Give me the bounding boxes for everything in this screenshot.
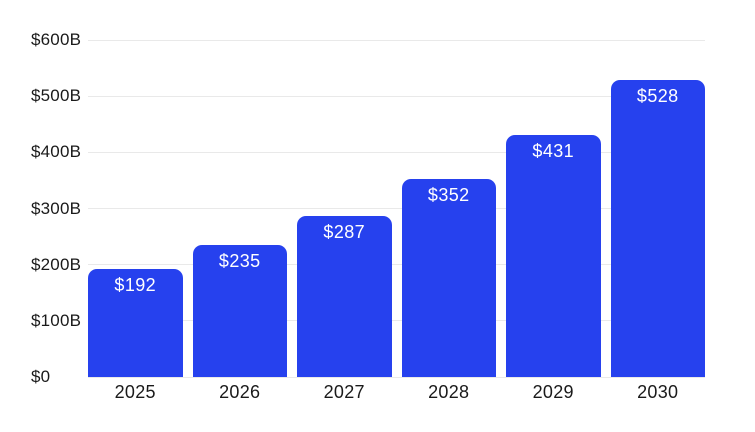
y-tick-label: $300B xyxy=(31,198,82,218)
y-tick-label: $400B xyxy=(31,142,82,162)
gridline xyxy=(88,151,705,153)
bar-2029: $431 xyxy=(506,134,601,377)
bar-2025: $192 xyxy=(88,269,183,377)
gridline xyxy=(88,320,705,322)
bar-value-label: $431 xyxy=(532,140,575,161)
x-tick-label: 2026 xyxy=(219,382,261,402)
x-tick-label: 2027 xyxy=(323,382,365,402)
gridline xyxy=(88,264,705,266)
bar-2030: $528 xyxy=(610,80,705,377)
bar-2026: $235 xyxy=(192,245,287,377)
gridline xyxy=(88,208,705,209)
x-tick-label: 2025 xyxy=(114,382,156,402)
bar-value-label: $235 xyxy=(218,251,261,271)
x-tick-label: 2028 xyxy=(428,382,470,402)
y-tick-label: $500B xyxy=(31,86,82,106)
bar-value-label: $352 xyxy=(427,185,470,206)
bar-2028: $352 xyxy=(401,179,496,377)
y-tick-label: $0 xyxy=(31,367,51,386)
y-tick-label: $100B xyxy=(31,310,82,330)
gridline xyxy=(88,39,705,41)
bar-value-label: $287 xyxy=(323,221,366,242)
x-tick-label: 2030 xyxy=(637,382,679,402)
gridline xyxy=(88,95,705,97)
bar-value-label: $192 xyxy=(114,275,157,296)
y-tick-label: $600B xyxy=(31,30,82,49)
bar-2027: $287 xyxy=(297,215,392,377)
bar-value-label: $528 xyxy=(636,86,679,107)
y-tick-label: $200B xyxy=(31,254,82,274)
gridline xyxy=(88,376,705,378)
x-tick-label: 2029 xyxy=(532,382,574,402)
